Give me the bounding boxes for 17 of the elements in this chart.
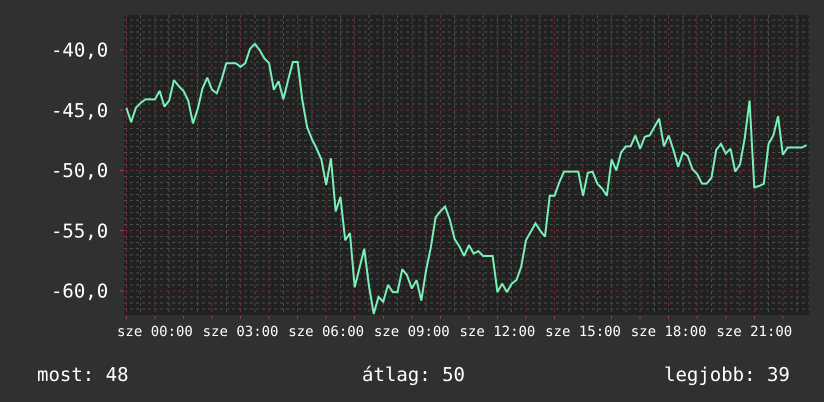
y-tick-label: -50,0: [50, 160, 108, 182]
x-tick-label: sze 06:00: [288, 324, 364, 340]
x-tick-label: sze 18:00: [630, 324, 707, 340]
text: legjobb: 39: [664, 364, 790, 386]
y-tick-label: -55,0: [50, 220, 108, 242]
x-tick-label: sze 15:00: [545, 324, 621, 340]
x-tick-label: sze 03:00: [202, 324, 278, 340]
x-tick-label: sze 09:00: [374, 324, 450, 340]
y-tick-label: -40,0: [50, 40, 108, 62]
x-tick-label: sze 00:00: [116, 324, 193, 340]
y-tick-label: -45,0: [50, 100, 108, 122]
y-tick-label: -60,0: [50, 280, 108, 303]
x-tick-label: sze 21:00: [716, 324, 792, 340]
x-tick-label: sze 12:00: [459, 324, 536, 340]
text: most: 48: [37, 364, 129, 386]
line-series: [125, 42, 808, 315]
text: átlag: 50: [362, 364, 465, 386]
